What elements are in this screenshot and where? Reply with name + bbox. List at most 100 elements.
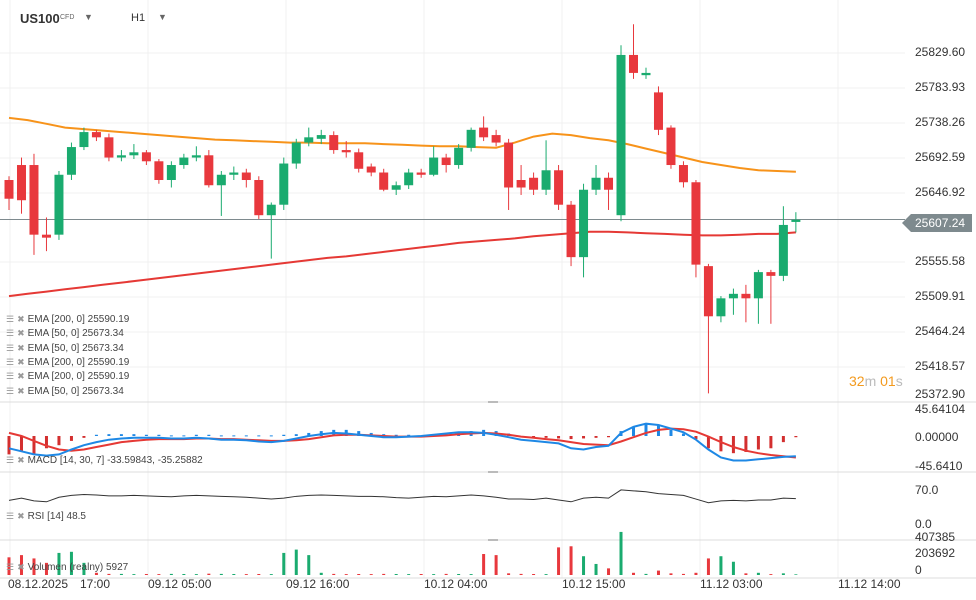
macd-histogram-bar [731,436,735,454]
candle-down [354,152,364,169]
price-axis-label: 25372.90 [915,387,966,401]
candle-down [16,165,26,201]
ema-label: EMA [50, 0] 25673.34 [27,385,124,397]
volume-bar [731,561,735,575]
volume-bar [582,556,586,575]
settings-icon[interactable]: ☰ [6,455,15,465]
macd-histogram-bar [307,432,311,436]
close-icon[interactable]: ✖ [17,511,25,521]
close-icon[interactable]: ✖ [17,562,25,572]
macd-histogram-bar [582,436,586,439]
volume-bar [307,555,311,575]
volume-bar [482,554,486,575]
candle-down [703,266,713,317]
candle-down [254,180,264,216]
macd-histogram-bar [532,436,536,438]
macd-histogram-bar [719,436,723,452]
candle-down [741,293,751,299]
volume-bar [694,572,698,575]
volume-bar [332,573,336,575]
volume-bar [619,531,623,575]
ema-legend[interactable]: ☰ ✖ EMA [50, 0] 25673.34 [6,343,124,354]
ema-label: EMA [200, 0] 25590.19 [27,356,130,368]
price-axis-label: 25418.57 [915,359,966,373]
macd-histogram-bar [32,436,36,455]
symbol-dropdown-icon[interactable]: ▼ [84,12,93,22]
volume-bar [357,574,361,575]
rsi-axis-70: 70.0 [915,483,939,497]
macd-label: MACD [14, 30, 7] -33.59843, -35.25882 [27,455,203,466]
settings-icon[interactable]: ☰ [6,356,15,367]
volume-bar [419,574,423,575]
volume-bar [706,558,710,575]
rsi-legend[interactable]: ☰ ✖ RSI [14] 48.5 [6,511,86,522]
candle-up [391,185,401,190]
time-label: 08.12.2025 [8,577,69,591]
instrument-type: CFD [60,14,75,21]
ema-legend[interactable]: ☰ ✖ EMA [200, 0] 25590.19 [6,314,129,325]
price-axis-label: 25646.92 [915,185,966,199]
current-price-tag: 25607.24 [902,214,972,232]
close-icon[interactable]: ✖ [17,371,25,382]
pane-resize-handle [488,401,498,403]
candle-up [541,170,551,190]
macd-legend[interactable]: ☰ ✖ MACD [14, 30, 7] -33.59843, -35.25882 [6,455,203,466]
volume-bar [756,572,760,575]
volume-bar [294,549,298,575]
macd-histogram-bar [182,435,186,437]
candle-down [504,142,514,188]
price-axis-label: 25783.93 [915,80,966,94]
time-label: 17:00 [80,577,111,591]
ema-legend[interactable]: ☰ ✖ EMA [50, 0] 25673.34 [6,328,124,339]
close-icon[interactable]: ✖ [17,342,25,353]
settings-icon[interactable]: ☰ [6,314,15,324]
candle-up [191,155,201,158]
price-axis-label: 25555.58 [915,254,966,268]
volume-bar [144,574,148,575]
candle-up [116,155,126,158]
volume-bar [219,573,223,575]
settings-icon[interactable]: ☰ [6,328,15,339]
macd-histogram-bar [544,436,548,438]
settings-icon[interactable]: ☰ [6,562,15,572]
candle-up [591,177,601,190]
close-icon[interactable]: ✖ [17,314,25,324]
settings-icon[interactable]: ☰ [6,371,15,382]
candle-up [179,157,189,166]
symbol-selector[interactable]: US100 [20,11,60,26]
candle-down [516,180,526,188]
volume-bar [519,573,523,575]
candle-down [29,165,39,235]
timeframe-selector[interactable]: H1 [131,12,146,24]
ema-legend[interactable]: ☰ ✖ EMA [200, 0] 25590.19 [6,357,129,368]
settings-icon[interactable]: ☰ [6,511,15,521]
timeframe-dropdown-icon[interactable]: ▼ [158,12,167,22]
ema50-line [8,116,796,173]
close-icon[interactable]: ✖ [17,328,25,339]
volume-bar [444,573,448,575]
candle-up [66,147,76,175]
candle-down [766,272,776,276]
volume-bar [382,573,386,575]
ema-legend[interactable]: ☰ ✖ EMA [200, 0] 25590.19 [6,371,129,382]
macd-histogram-bar [94,434,98,436]
settings-icon[interactable]: ☰ [6,342,15,353]
candle-up [129,152,139,156]
volume-bar [544,574,548,575]
macd-histogram-bar [219,435,223,437]
candle-up [54,174,64,235]
close-icon[interactable]: ✖ [17,356,25,367]
volume-legend[interactable]: ☰ ✖ Volumen (realny) 5927 [6,562,128,573]
volume-bar [719,556,723,575]
close-icon[interactable]: ✖ [17,385,25,396]
volume-bar [244,574,248,575]
close-icon[interactable]: ✖ [17,455,25,465]
volume-bar [269,574,273,575]
volume-bar [182,574,186,575]
volume-bar [319,572,323,575]
macd-histogram-bar [232,435,236,437]
settings-icon[interactable]: ☰ [6,385,15,396]
macd-line [8,422,796,462]
ema-legend[interactable]: ☰ ✖ EMA [50, 0] 25673.34 [6,386,124,397]
